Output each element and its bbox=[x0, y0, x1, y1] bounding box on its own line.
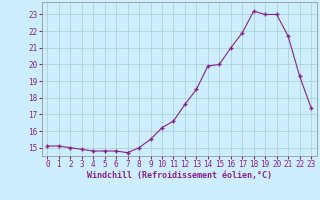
X-axis label: Windchill (Refroidissement éolien,°C): Windchill (Refroidissement éolien,°C) bbox=[87, 171, 272, 180]
